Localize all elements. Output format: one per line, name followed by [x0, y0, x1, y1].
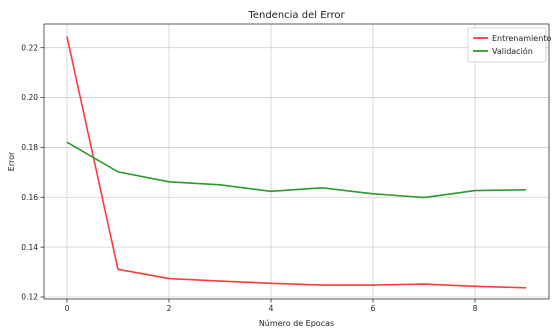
legend-label: Validación [492, 46, 533, 56]
x-tick-label: 8 [473, 304, 478, 313]
x-tick-label: 2 [167, 304, 172, 313]
legend: Entrenamiento Validación [467, 27, 551, 63]
chart-title: Tendencia del Error [247, 10, 345, 21]
y-tick-label: 0.20 [21, 93, 38, 102]
series-layer [66, 36, 527, 289]
series-line-entrenamiento [66, 36, 527, 289]
y-axis-title: Error [7, 151, 16, 171]
y-tick-label: 0.14 [21, 243, 38, 252]
y-tick-label: 0.16 [21, 193, 38, 202]
series-line-validacion [66, 141, 527, 199]
y-tick-label: 0.22 [21, 43, 38, 52]
legend-label: Entrenamiento [492, 34, 551, 43]
x-axis-title: Número de Epocas [259, 319, 334, 328]
y-tick-label: 0.12 [21, 293, 38, 302]
grid [44, 24, 549, 299]
legend-box [467, 27, 547, 63]
plot-area-frame [43, 23, 550, 300]
x-tick-label: 4 [269, 304, 274, 313]
x-tick-label: 6 [371, 304, 376, 313]
axis-ticks: 0 2 4 6 8 0.12 0.14 0.16 0.18 0.20 0.22 [21, 43, 477, 313]
y-tick-label: 0.18 [21, 143, 38, 152]
x-tick-label: 0 [65, 304, 70, 313]
